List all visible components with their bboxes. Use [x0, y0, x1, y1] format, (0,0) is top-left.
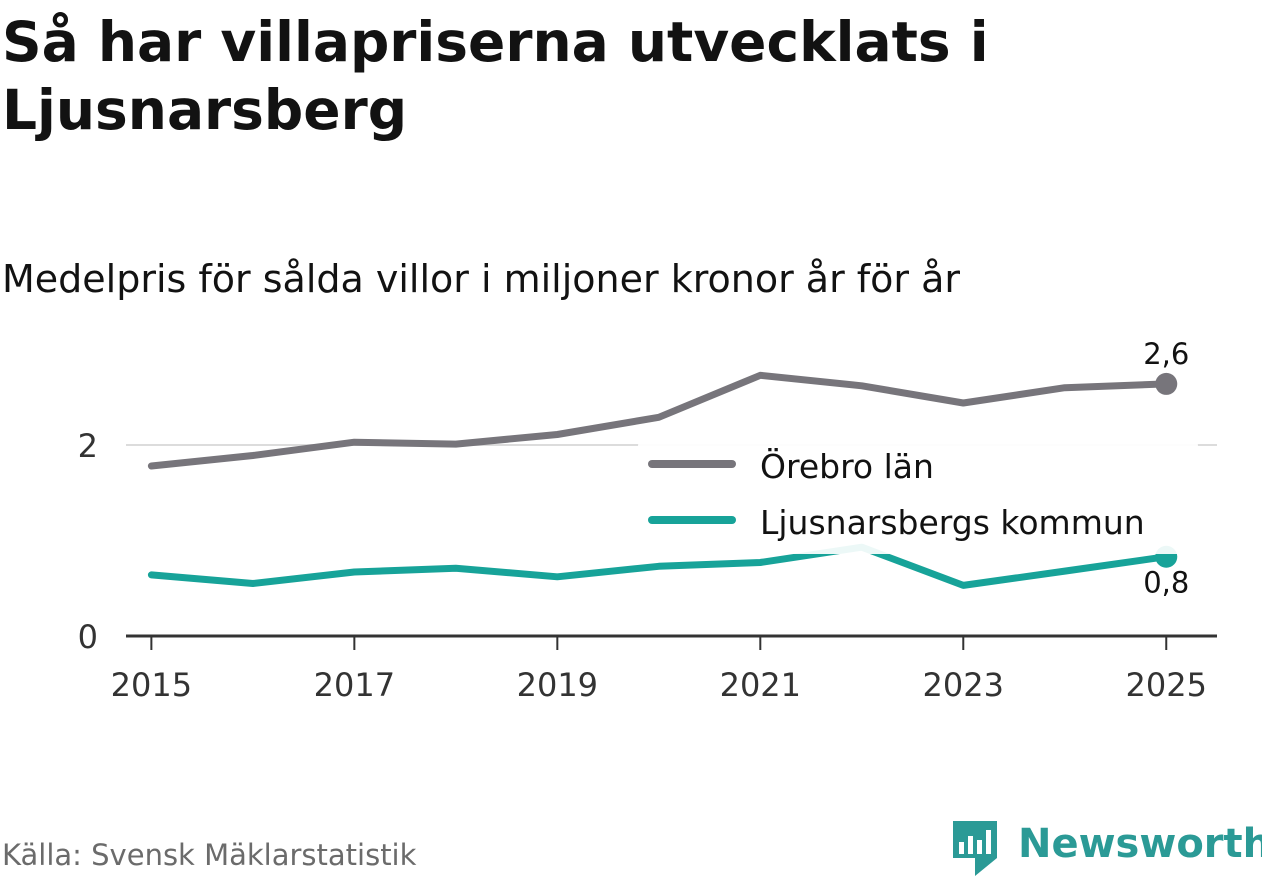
x-tick-label: 2021: [720, 666, 801, 704]
x-tick-label: 2017: [314, 666, 395, 704]
series-line-0: [147, 371, 1170, 470]
x-tick-label: 2023: [923, 666, 1004, 704]
y-tick-label: 0: [78, 618, 98, 656]
y-tick-label: 2: [78, 427, 98, 465]
legend-background: [638, 436, 1198, 554]
newsworthy-logo-icon: [953, 821, 997, 876]
brand-name: Newsworthy: [1018, 821, 1262, 867]
chart-subtitle: Medelpris för sålda villor i miljoner kr…: [2, 257, 961, 301]
x-tick-label: 2019: [517, 666, 598, 704]
series-end-point-0: [1155, 372, 1178, 395]
series-end-label-1: 0,8: [1143, 566, 1189, 600]
axes-layer: 0 2 2015 2017 2019 2021 2023 2025: [78, 427, 1217, 704]
chart-title: Så har villapriserna utvecklats i Ljusna…: [2, 10, 989, 142]
x-tick-label: 2015: [111, 666, 192, 704]
legend-label-orebro: Örebro län: [760, 446, 934, 486]
series-end-label-0: 2,6: [1143, 337, 1189, 371]
series-line-1: [147, 543, 1170, 589]
source-note: Källa: Svensk Mäklarstatistik: [2, 838, 417, 872]
legend: Örebro län Ljusnarsbergs kommun: [638, 436, 1198, 554]
x-tick-label: 2025: [1126, 666, 1207, 704]
legend-label-ljusnarsberg: Ljusnarsbergs kommun: [760, 503, 1145, 542]
